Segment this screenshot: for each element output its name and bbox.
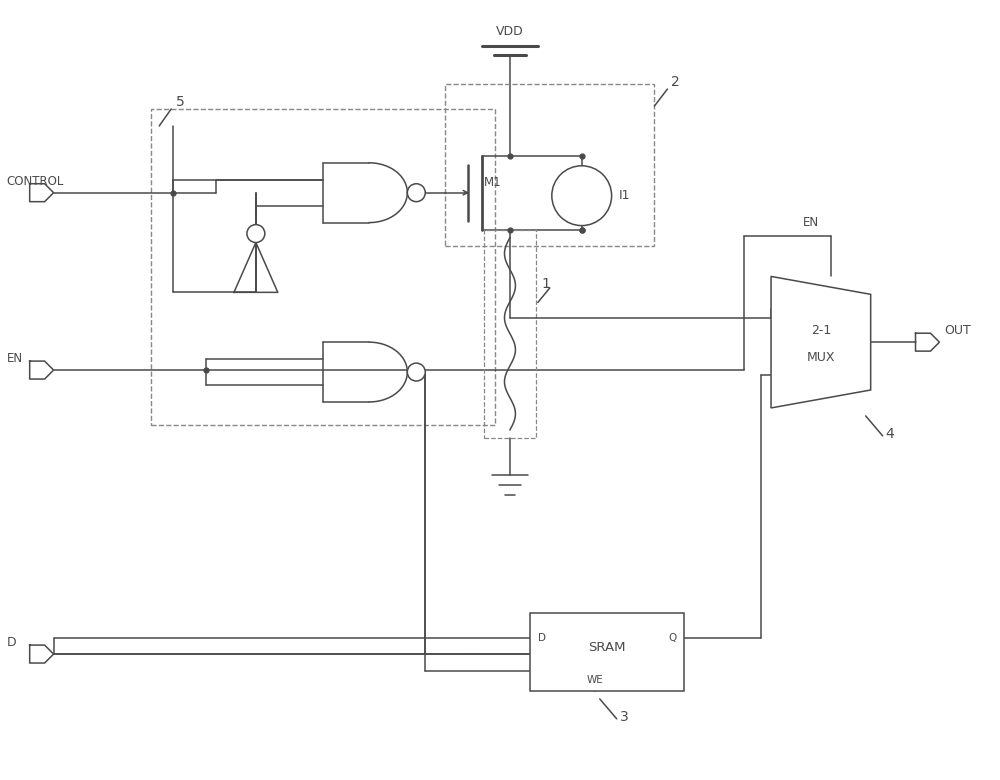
Text: I1: I1 [619,190,630,202]
Text: MUX: MUX [807,351,835,363]
Text: 5: 5 [176,95,185,109]
Text: 3: 3 [620,710,628,724]
Text: CONTROL: CONTROL [7,175,64,188]
Text: 2-1: 2-1 [811,324,831,337]
Bar [484,229,536,438]
Circle shape [247,225,265,243]
Text: 2: 2 [671,75,680,89]
Circle shape [407,363,425,381]
Text: SRAM: SRAM [588,640,626,654]
Text: OUT: OUT [944,324,971,337]
Text: VDD: VDD [496,25,524,38]
Polygon shape [771,276,871,408]
Text: M1: M1 [484,176,502,189]
Circle shape [407,184,425,202]
Text: Q: Q [668,633,676,643]
Circle shape [552,166,612,225]
Text: EN: EN [803,215,819,229]
Text: WE: WE [586,675,603,685]
Text: 4: 4 [886,427,894,441]
Bar [530,613,684,691]
Text: D: D [7,636,16,649]
Text: 1: 1 [542,277,551,291]
Text: D: D [538,633,546,643]
Text: EN: EN [7,352,23,365]
